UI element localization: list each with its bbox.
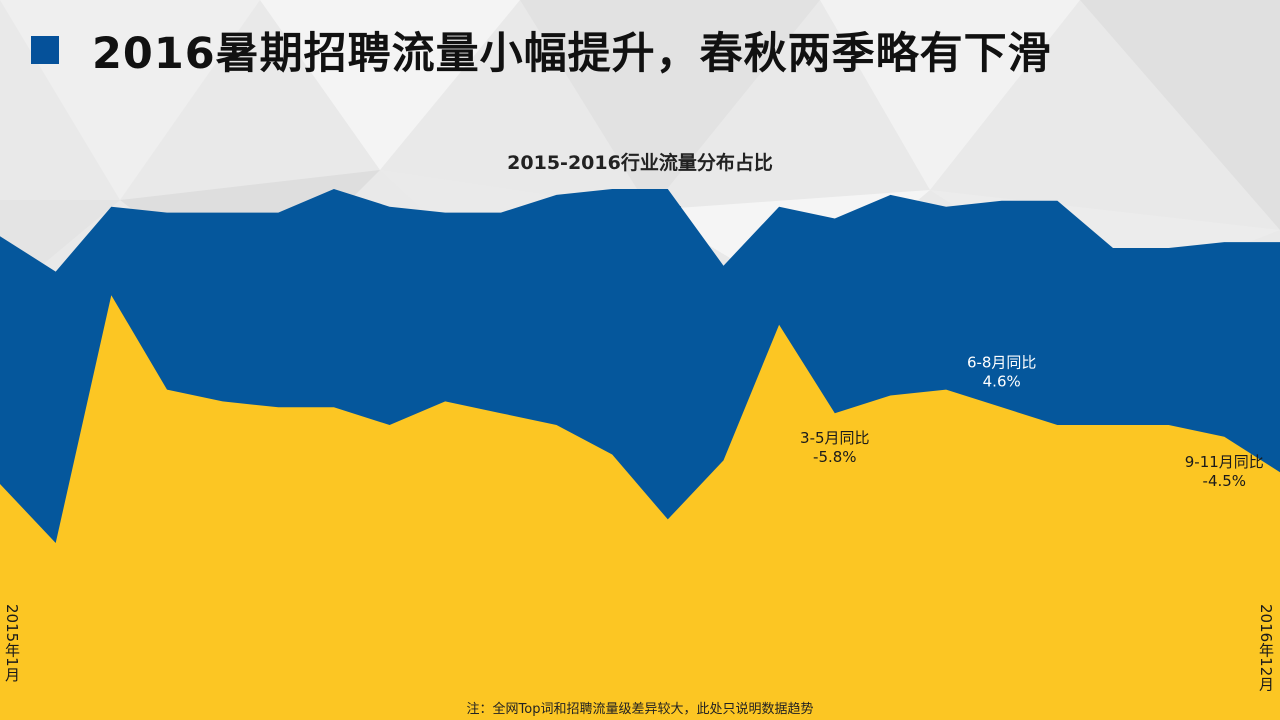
x-axis-start-label: 2015年1月 [3, 604, 21, 682]
annotation-2-line-1: 6-8月同比 [967, 353, 1037, 371]
annotation-1-line-1: 3-5月同比 [800, 429, 870, 447]
chart-title: 2015-2016行业流量分布占比 [507, 151, 773, 174]
slide-title: 2016暑期招聘流量小幅提升，春秋两季略有下滑 [92, 29, 1052, 79]
footnote: 注：全网Top词和招聘流量级差异较大，此处只说明数据趋势 [466, 702, 814, 717]
chart-areas [0, 189, 1280, 720]
x-axis-end-label: 2016年12月 [1257, 604, 1275, 692]
title-marker [31, 36, 59, 64]
annotation-3-line-1: 9-11月同比 [1185, 453, 1264, 471]
annotation-1-line-2: -5.8% [813, 448, 857, 466]
annotation-2-line-2: 4.6% [983, 372, 1021, 390]
annotation-3-line-2: -4.5% [1203, 472, 1247, 490]
area-series-2 [0, 295, 1280, 720]
